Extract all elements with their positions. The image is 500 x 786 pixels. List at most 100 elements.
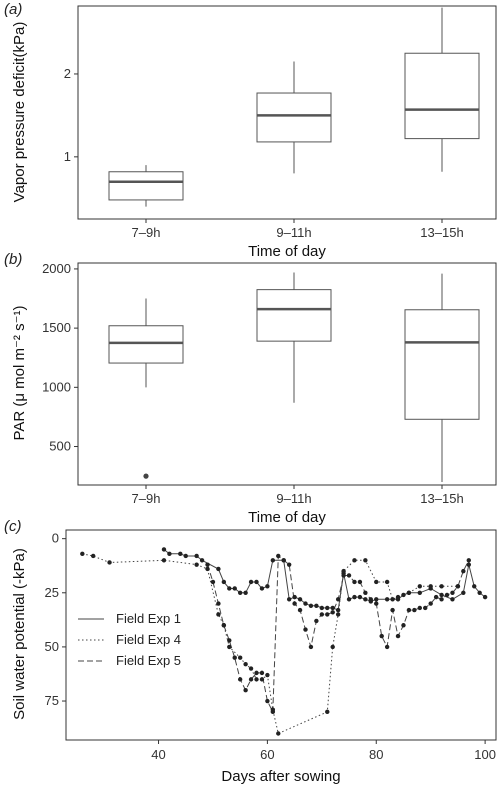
c-series-2-point <box>406 590 412 595</box>
c-series-1-point <box>232 586 237 591</box>
a-box <box>256 92 332 143</box>
c-series-1-point <box>286 597 292 602</box>
b-x-tick-label: 9–11h <box>276 491 311 506</box>
c-series-line-1 <box>163 549 486 611</box>
panel-c-y-ticks: 0 25 50 75 <box>45 531 66 708</box>
c-series-3-point <box>374 601 379 606</box>
c-series-1-point <box>472 584 477 589</box>
c-series-2-point <box>335 612 341 617</box>
panel-b-letter: (b) <box>4 251 22 268</box>
panel-b-par-boxplot: (b) 500 1000 1500 2000 7–9h 9–11h 13–15h Time… <box>4 251 497 526</box>
c-series-2-point <box>91 553 96 559</box>
c-series-1-point <box>314 603 319 608</box>
c-series-3-point <box>286 562 292 567</box>
c-series-3-point <box>259 670 265 676</box>
panel-a-x-axis-title: Time of day <box>248 243 326 260</box>
a-x-tick-label: 7–9h <box>132 225 161 240</box>
a-x-tick-label: 9–11h <box>276 225 311 240</box>
c-series-2-point <box>363 558 368 563</box>
c-series-1-point <box>237 590 243 595</box>
c-series-1-point <box>325 605 330 611</box>
c-series-2-point <box>161 558 167 563</box>
c-series-1-point <box>335 607 341 613</box>
c-x-tick-label: 60 <box>260 747 274 762</box>
c-series-1-point <box>248 579 254 585</box>
panel-b-x-axis-title: Time of day <box>248 509 326 526</box>
c-series-2-point <box>374 579 379 585</box>
c-series-1-point <box>450 597 455 602</box>
c-series-3-point <box>461 568 466 574</box>
c-series-3-point <box>466 558 471 563</box>
panel-c-x-axis-title: Days after sowing <box>221 768 340 785</box>
panel-c-series-points <box>80 547 488 736</box>
panel-a-letter: (a) <box>4 1 22 18</box>
c-series-2-point <box>265 672 270 678</box>
c-series-3-point <box>270 709 276 715</box>
c-series-1-point <box>319 605 325 611</box>
c-x-tick-label: 80 <box>369 747 383 762</box>
c-series-1-point <box>243 590 248 595</box>
c-series-1-point <box>216 566 221 572</box>
b-x-tick-label: 7–9h <box>132 491 161 506</box>
c-y-tick-label: 75 <box>45 693 59 708</box>
c-series-3-point <box>368 597 374 602</box>
c-series-3-point <box>248 677 254 682</box>
panel-a-boxes <box>108 7 480 207</box>
c-series-3-point <box>406 607 412 613</box>
a-box <box>108 171 184 201</box>
c-series-2-point <box>194 562 199 567</box>
c-series-2-point <box>259 677 265 682</box>
c-series-2-point <box>330 644 335 650</box>
c-series-1-point <box>384 597 390 602</box>
panel-a-x-ticks: 7–9h 9–11h 13–15h <box>132 219 464 240</box>
c-y-tick-label: 0 <box>52 531 59 546</box>
c-series-3-point <box>395 633 401 639</box>
c-series-3-point <box>346 573 352 578</box>
c-series-2-point <box>325 709 330 715</box>
c-series-3-point <box>319 612 325 617</box>
b-box <box>108 325 184 364</box>
c-series-3-point <box>232 655 237 660</box>
c-series-1-point <box>308 603 314 608</box>
panel-c-y-axis-title: Soil water potential (-kPa) <box>11 548 28 720</box>
b-y-tick-label: 1500 <box>42 320 71 335</box>
c-series-3-point <box>210 579 216 585</box>
c-series-3-point <box>243 688 248 693</box>
c-series-1-point <box>357 594 363 600</box>
panel-c-legend: Field Exp 1 Field Exp 4 Field Exp 5 <box>78 611 181 668</box>
c-series-1-point <box>227 586 232 591</box>
c-series-3-point <box>450 590 455 595</box>
c-series-2-point <box>439 584 444 589</box>
c-series-1-point <box>477 590 482 595</box>
c-series-2-point <box>248 666 254 671</box>
c-series-1-point <box>183 553 188 559</box>
c-series-1-point <box>303 601 308 606</box>
c-legend-label-3: Field Exp 5 <box>116 653 181 668</box>
c-series-3-point <box>276 553 281 559</box>
c-series-3-point <box>444 592 450 598</box>
c-series-3-point <box>205 562 210 567</box>
c-series-3-point <box>357 579 363 585</box>
c-series-3-point <box>390 607 395 613</box>
c-series-2-point <box>227 644 232 650</box>
c-series-3-point <box>237 677 243 682</box>
b-box <box>256 289 332 342</box>
panel-c-x-ticks: 40 60 80 100 <box>151 740 496 762</box>
c-series-1-point <box>346 597 352 602</box>
c-series-1-point <box>270 558 276 563</box>
panel-b-boxes <box>108 272 480 483</box>
c-series-3-point <box>363 590 368 595</box>
b-x-tick-label: 13–15h <box>420 491 463 506</box>
panel-a-y-ticks: 12 <box>64 66 78 164</box>
c-series-2-point <box>384 579 390 585</box>
c-series-2-point <box>417 584 422 589</box>
c-series-3-point <box>352 579 357 585</box>
panel-a-y-axis-title: Vapor pressure deficit(kPa) <box>11 22 28 203</box>
c-series-1-point <box>259 586 265 591</box>
panel-b-plot-frame <box>77 262 497 486</box>
b-outlier-point <box>143 473 149 479</box>
c-series-2-point <box>80 551 85 557</box>
c-series-1-point <box>352 594 357 600</box>
c-series-1-point <box>199 558 205 563</box>
